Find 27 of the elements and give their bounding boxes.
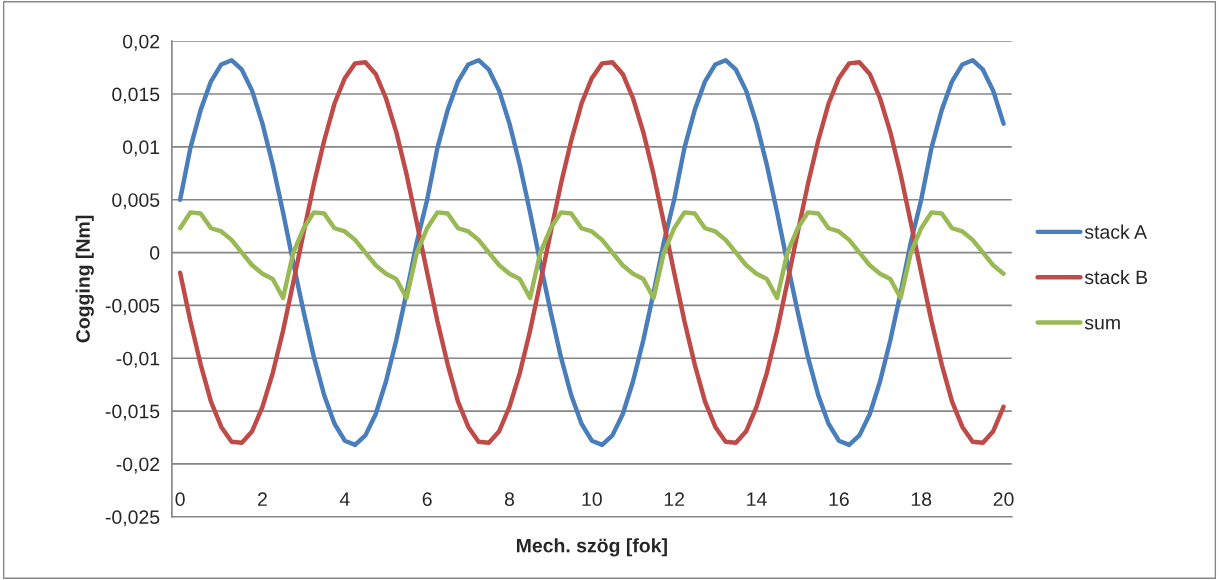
x-tick-label: 18 [911, 492, 932, 507]
y-tick-label: 0 [150, 246, 160, 260]
legend-label: stack B [1084, 269, 1148, 285]
y-tick-label: 0,01 [122, 140, 160, 157]
y-axis-title: Cogging [Nm] [75, 215, 94, 343]
x-tick-label: 12 [664, 492, 685, 506]
legend-label: stack A [1084, 224, 1147, 239]
x-tick-label: 6 [422, 492, 432, 507]
y-tick-label: -0,025 [105, 510, 160, 527]
x-axis-title: Mech. szög [fok] [516, 538, 667, 557]
y-tick-label: 0,005 [112, 193, 160, 210]
legend-label: sum [1084, 318, 1120, 330]
x-tick-label: 4 [339, 492, 350, 506]
x-tick-label: 16 [829, 492, 849, 507]
y-tick-label: -0,005 [105, 298, 160, 315]
y-tick-label: -0,02 [116, 457, 160, 474]
y-tick-label: 0,015 [112, 87, 160, 104]
x-tick-label: 10 [582, 492, 602, 507]
line-series [177, 210, 1006, 301]
x-tick-label: 0 [175, 492, 185, 507]
y-tick-label: 0,02 [122, 34, 160, 51]
x-tick-label: 14 [747, 492, 767, 506]
y-tick-label: -0,01 [116, 351, 160, 368]
x-tick-label: 2 [258, 492, 267, 506]
y-tick-label: -0,015 [105, 404, 160, 421]
x-tick-label: 20 [993, 492, 1014, 507]
x-tick-label: 8 [504, 492, 515, 507]
